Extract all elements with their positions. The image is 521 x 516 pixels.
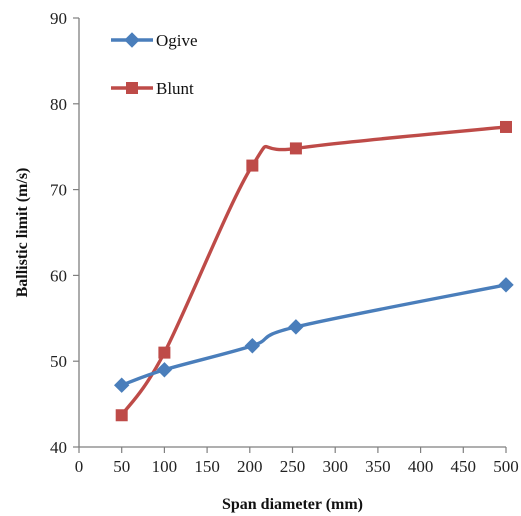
series-line-blunt: [120, 125, 508, 417]
data-point-ogive: [244, 338, 261, 354]
y-tick-label: 90: [50, 9, 67, 28]
legend-item-ogive: Ogive: [111, 31, 198, 50]
x-axis-title: Span diameter (mm): [222, 496, 363, 513]
x-tick-label: 450: [451, 457, 477, 476]
data-point-blunt: [115, 409, 128, 422]
x-tick-label: 350: [365, 457, 391, 476]
x-tick-label: 500: [493, 457, 519, 476]
legend-item-blunt: Blunt: [111, 79, 194, 98]
x-tick-label: 50: [113, 457, 130, 476]
series-blunt: [115, 120, 512, 422]
legend: Ogive Blunt: [111, 31, 198, 98]
legend-marker-ogive: [124, 32, 140, 48]
y-tick-label: 50: [50, 352, 67, 371]
data-point-blunt: [289, 142, 302, 155]
y-axis-title: Ballistic limit (m/s): [14, 168, 31, 298]
x-tick-label: 100: [152, 457, 178, 476]
y-tick-label: 40: [50, 438, 67, 457]
x-tick-label: 400: [408, 457, 434, 476]
series-layer: [113, 120, 514, 422]
x-tick-label: 0: [75, 457, 84, 476]
x-axis-ticks: 0 50 100 150 200 250 300 350 400 450 500: [75, 447, 519, 476]
data-point-ogive: [498, 277, 514, 293]
data-point-ogive: [288, 319, 304, 335]
series-ogive: [113, 277, 514, 393]
y-axis-ticks: 40 50 60 70 80 90: [50, 9, 79, 457]
data-point-blunt: [500, 120, 512, 133]
data-point-ogive: [156, 362, 173, 378]
y-tick-label: 80: [50, 95, 67, 114]
x-tick-label: 250: [280, 457, 306, 476]
legend-marker-blunt: [126, 82, 138, 94]
data-point-blunt: [246, 159, 259, 172]
x-tick-label: 150: [194, 457, 220, 476]
legend-label-blunt: Blunt: [156, 79, 194, 98]
axes: [78, 18, 506, 448]
data-point-blunt: [158, 346, 171, 359]
data-point-ogive: [113, 377, 130, 393]
y-tick-label: 60: [50, 266, 67, 285]
series-line-ogive: [120, 283, 508, 387]
x-tick-label: 200: [237, 457, 263, 476]
x-tick-label: 300: [322, 457, 348, 476]
legend-label-ogive: Ogive: [156, 31, 198, 50]
y-tick-label: 70: [50, 181, 67, 200]
